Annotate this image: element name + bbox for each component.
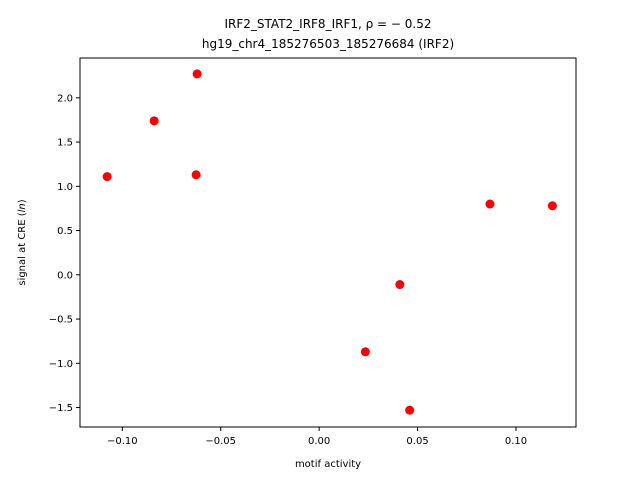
data-point [395, 280, 405, 290]
data-point [191, 170, 201, 180]
data-point [192, 69, 202, 79]
y-tick-label: 2.0 [57, 93, 73, 104]
data-point [360, 347, 370, 357]
y-axis-label: signal at CRE (ln) [17, 199, 28, 285]
y-axis: −1.5 −1.0 −0.5 0.0 0.5 1.0 1.5 2.0 [49, 93, 80, 414]
y-tick-label: −1.5 [49, 403, 73, 414]
y-axis-label-italic: ln [17, 203, 28, 212]
x-tick-label: 0.05 [406, 436, 428, 447]
x-tick-label: −0.05 [205, 436, 236, 447]
data-point [102, 172, 112, 182]
y-tick-label: 1.5 [57, 138, 73, 149]
y-tick-label: 0.0 [57, 270, 73, 281]
data-point [405, 405, 415, 415]
y-axis-label-end: ) [17, 199, 28, 203]
x-axis: −0.10 −0.05 0.00 0.05 0.10 [107, 427, 527, 447]
data-point [547, 201, 557, 211]
y-tick-label: 0.5 [57, 226, 73, 237]
y-tick-label: 1.0 [57, 182, 73, 193]
x-tick-label: −0.10 [107, 436, 138, 447]
data-point [485, 199, 495, 209]
chart-title-line2: hg19_chr4_185276503_185276684 (IRF2) [202, 37, 454, 51]
y-axis-label-start: signal at CRE ( [17, 212, 28, 285]
x-tick-label: 0.10 [505, 436, 527, 447]
plot-area [102, 69, 557, 415]
y-tick-label: −0.5 [49, 315, 73, 326]
y-tick-label: −1.0 [49, 359, 73, 370]
chart-title-line1: IRF2_STAT2_IRF8_IRF1, ρ = − 0.52 [224, 17, 431, 31]
axes-frame [79, 57, 577, 428]
data-point [149, 116, 159, 126]
x-tick-label: 0.00 [308, 436, 330, 447]
x-axis-label: motif activity [295, 459, 361, 470]
